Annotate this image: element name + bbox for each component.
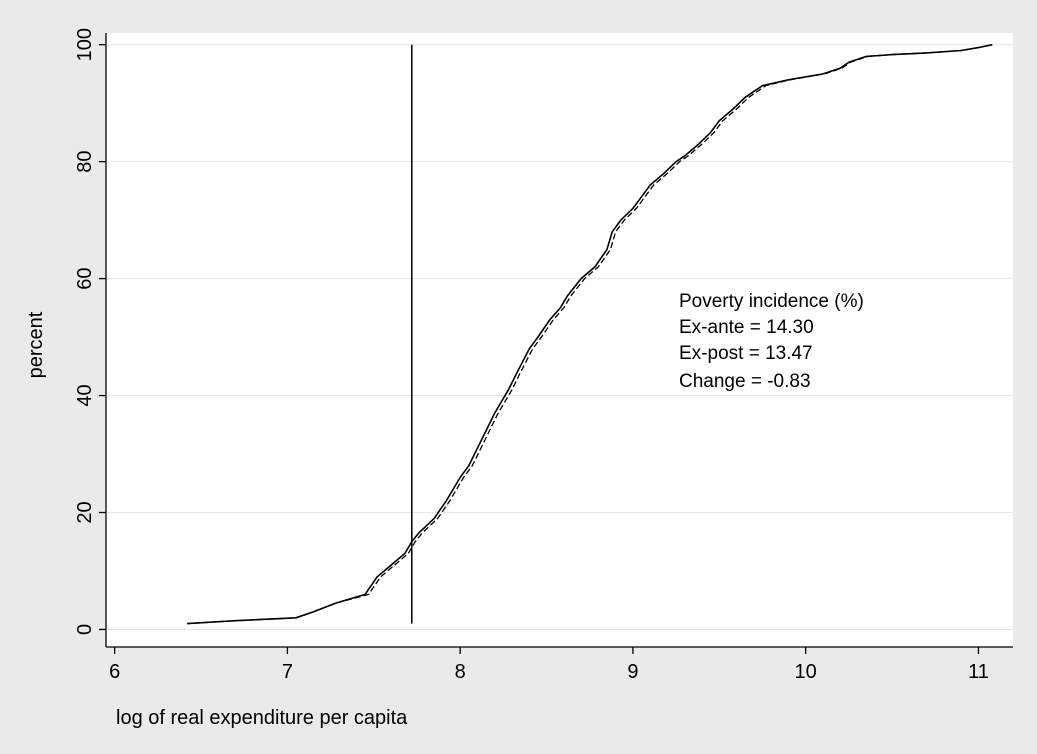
y-tick-label: 0 [74, 624, 96, 635]
x-tick-label: 7 [282, 661, 293, 683]
ex-post-cdf-line [187, 44, 993, 625]
y-tick-label: 20 [74, 501, 96, 523]
annotation-ex-post: Ex-post = 13.47 [679, 343, 813, 364]
y-axis-label: percent [25, 311, 47, 378]
x-tick-label: 9 [627, 661, 638, 683]
x-axis-label: log of real expenditure per capita [116, 707, 408, 729]
cdf-series [187, 43, 993, 625]
gridlines [106, 44, 1013, 630]
x-tick-label: 10 [795, 661, 817, 683]
x-axis-ticks: 6 7 8 9 10 11 [109, 647, 989, 683]
y-tick-label: 60 [74, 267, 96, 289]
y-tick-label: 100 [74, 28, 96, 61]
plot-area [106, 33, 1013, 647]
y-tick-label: 40 [74, 384, 96, 406]
annotation-change: Change = -0.83 [679, 371, 811, 392]
y-axis-ticks: 0 20 40 60 80 100 [74, 28, 106, 635]
x-tick-label: 11 [968, 661, 989, 683]
annotation-ex-ante: Ex-ante = 14.30 [679, 317, 814, 338]
annotation-title: Poverty incidence (%) [679, 291, 864, 312]
y-tick-label: 80 [74, 151, 96, 173]
x-tick-label: 6 [109, 661, 120, 683]
ex-ante-cdf-line [187, 43, 993, 625]
x-tick-label: 8 [455, 661, 466, 683]
